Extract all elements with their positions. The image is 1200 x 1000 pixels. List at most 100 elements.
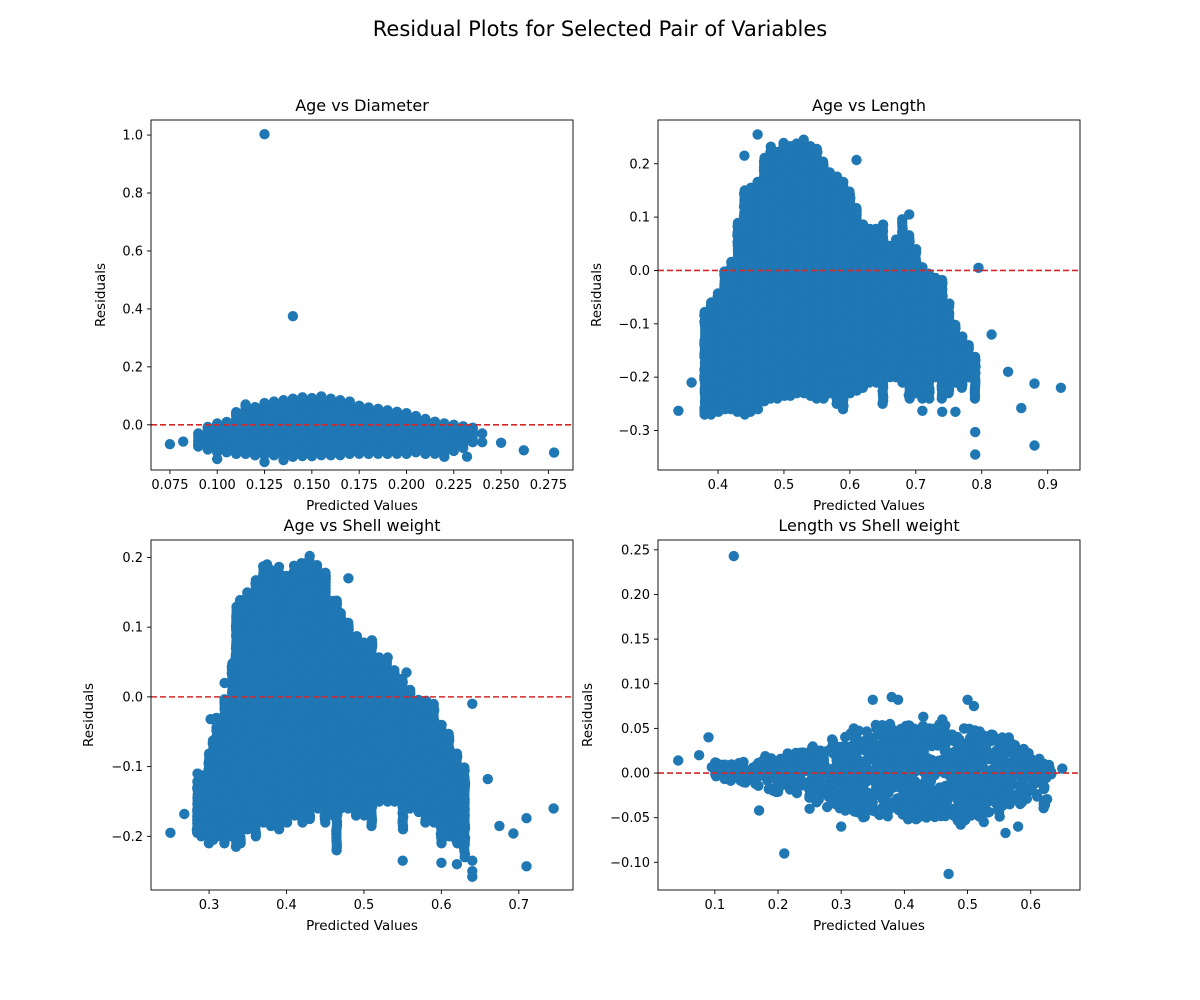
data-point	[936, 274, 948, 286]
data-point	[917, 405, 928, 416]
data-point	[231, 448, 242, 459]
data-point	[363, 448, 374, 459]
data-point	[178, 436, 189, 447]
y-tick-label: 1.0	[122, 129, 143, 144]
data-point	[950, 319, 961, 331]
y-tick-label: 0.0	[122, 418, 143, 433]
data-point	[699, 340, 710, 351]
data-point	[838, 176, 849, 188]
data-point	[937, 406, 948, 417]
data-point	[477, 428, 488, 439]
data-point	[202, 442, 213, 454]
x-tick-label: 0.075	[151, 478, 188, 493]
x-tick-label: 0.225	[435, 478, 472, 493]
y-tick-label: 0.8	[122, 187, 143, 202]
data-point	[164, 439, 176, 450]
data-point	[372, 403, 384, 415]
data-point	[268, 450, 280, 461]
data-point	[443, 728, 454, 740]
y-tick-label: −0.1	[618, 317, 650, 332]
data-point	[297, 392, 308, 403]
x-tick-label: 0.9	[1037, 478, 1058, 493]
x-axis-label: Predicted Values	[813, 498, 925, 514]
x-tick-label: 0.150	[293, 478, 330, 493]
data-point	[458, 421, 469, 432]
data-point	[268, 396, 280, 407]
data-point	[273, 561, 285, 573]
data-point	[420, 448, 431, 459]
y-tick-label: 0.4	[122, 302, 143, 317]
data-point	[311, 560, 323, 571]
data-point	[518, 445, 529, 456]
data-point	[765, 141, 776, 152]
data-point	[986, 329, 997, 340]
data-point	[1029, 378, 1040, 389]
subplot-grid: 0.075 0.100 0.125 0.150 0.175 0.200 0.225 0.250…	[81, 96, 1081, 934]
data-point	[970, 449, 981, 460]
data-point	[477, 437, 488, 448]
data-point	[287, 393, 299, 404]
data-point	[420, 413, 431, 425]
x-tick-label: 0.5	[774, 478, 795, 493]
data-point	[320, 567, 331, 578]
scatter-points	[165, 550, 559, 882]
subplot-2: 0.4 0.5 0.6 0.7 0.8 0.9−0.3−0.2−0.10.00.10.2A…	[589, 96, 1081, 514]
data-point	[366, 635, 378, 646]
x-axis-label: Predicted Values	[306, 498, 418, 514]
data-point	[278, 395, 289, 406]
data-point	[798, 134, 809, 145]
data-point	[193, 439, 204, 451]
data-point	[382, 405, 393, 416]
data-point	[401, 448, 412, 459]
data-point	[686, 377, 697, 388]
data-point	[231, 408, 242, 419]
data-point	[910, 244, 922, 255]
data-point	[844, 186, 855, 197]
data-point	[259, 456, 270, 468]
data-point	[331, 595, 342, 606]
data-point	[851, 202, 862, 214]
data-point	[212, 453, 223, 465]
data-point	[944, 298, 955, 309]
data-point	[382, 448, 393, 459]
data-point	[389, 665, 400, 676]
x-tick-label: 0.6	[840, 478, 861, 493]
data-point	[439, 418, 450, 429]
data-point	[278, 454, 289, 466]
data-point	[461, 451, 473, 462]
x-tick-label: 0.250	[482, 478, 519, 493]
data-point	[1002, 366, 1014, 377]
axes-frame	[657, 119, 1081, 471]
data-point	[316, 391, 327, 402]
y-tick-label: 0.6	[122, 244, 143, 259]
scatter-points	[164, 129, 560, 468]
figure-title: Residual Plots for Selected Pair of Vari…	[373, 17, 827, 41]
data-point	[287, 451, 299, 462]
data-point	[851, 154, 862, 166]
y-axis-label: Residuals	[93, 263, 109, 327]
data-point	[811, 143, 822, 155]
data-point	[405, 684, 416, 696]
data-point	[351, 631, 362, 642]
data-point	[259, 129, 270, 140]
x-tick-label: 0.4	[708, 478, 729, 493]
data-point	[739, 150, 750, 161]
data-point	[410, 410, 422, 422]
data-point	[391, 406, 403, 417]
data-point	[240, 448, 251, 459]
y-tick-label: 0.2	[122, 360, 143, 375]
x-tick-label: 0.7	[905, 478, 926, 493]
data-point	[970, 426, 981, 438]
data-point	[1029, 440, 1040, 451]
data-point	[752, 129, 763, 140]
data-point	[343, 617, 354, 628]
data-point	[363, 402, 374, 413]
x-tick-label: 0.275	[530, 478, 567, 493]
data-point	[335, 608, 346, 619]
data-point	[401, 408, 412, 419]
y-tick-label: −0.3	[618, 424, 650, 439]
data-point	[903, 230, 915, 241]
data-point	[548, 447, 560, 458]
data-point	[306, 450, 318, 462]
